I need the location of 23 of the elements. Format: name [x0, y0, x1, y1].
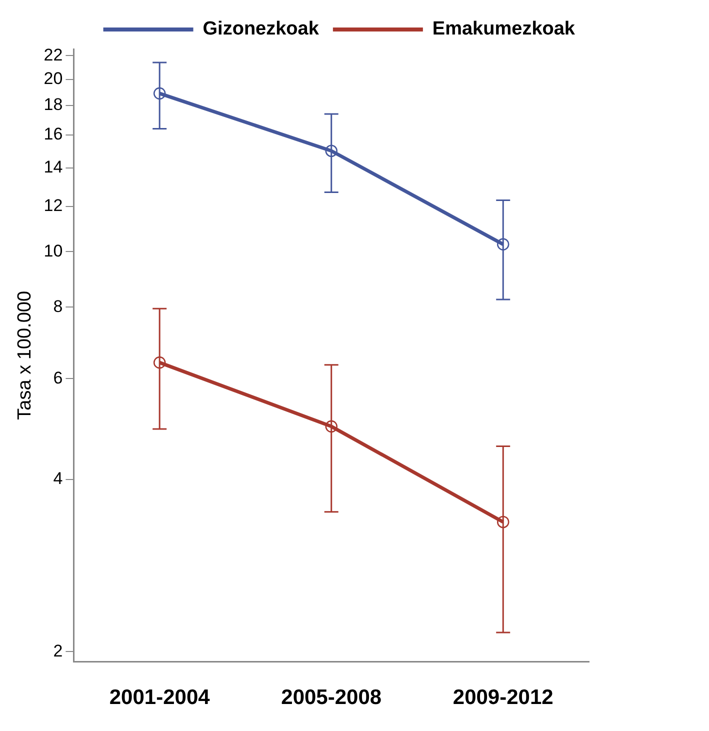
y-tick-label: 10 — [44, 241, 63, 260]
point — [153, 356, 166, 369]
point — [325, 420, 338, 433]
y-tick-label: 18 — [44, 95, 63, 114]
legend-label: Gizonezkoak — [202, 18, 320, 40]
point — [153, 87, 166, 100]
x-tick-label: 2009-2012 — [452, 686, 554, 710]
y-tick-label: 12 — [44, 196, 63, 216]
legend-label: Emakumezkoak — [432, 18, 576, 40]
x-tick-label: 2001-2004 — [109, 686, 210, 710]
x-tick-label: 2005-2008 — [281, 686, 382, 710]
y-tick-label: 20 — [44, 69, 63, 88]
point — [496, 516, 510, 528]
y-tick-label: 14 — [44, 158, 63, 177]
y-tick-label: 2 — [53, 641, 63, 660]
y-tick-label: 8 — [53, 296, 63, 316]
y-tick-label: 4 — [53, 469, 63, 488]
point — [325, 144, 338, 158]
y-axis-title: Tasa x 100.000 — [14, 290, 36, 420]
y-tick-label: 16 — [44, 124, 63, 144]
point — [496, 238, 510, 250]
y-tick-label: 6 — [53, 368, 63, 388]
y-tick-label: 22 — [44, 45, 63, 64]
